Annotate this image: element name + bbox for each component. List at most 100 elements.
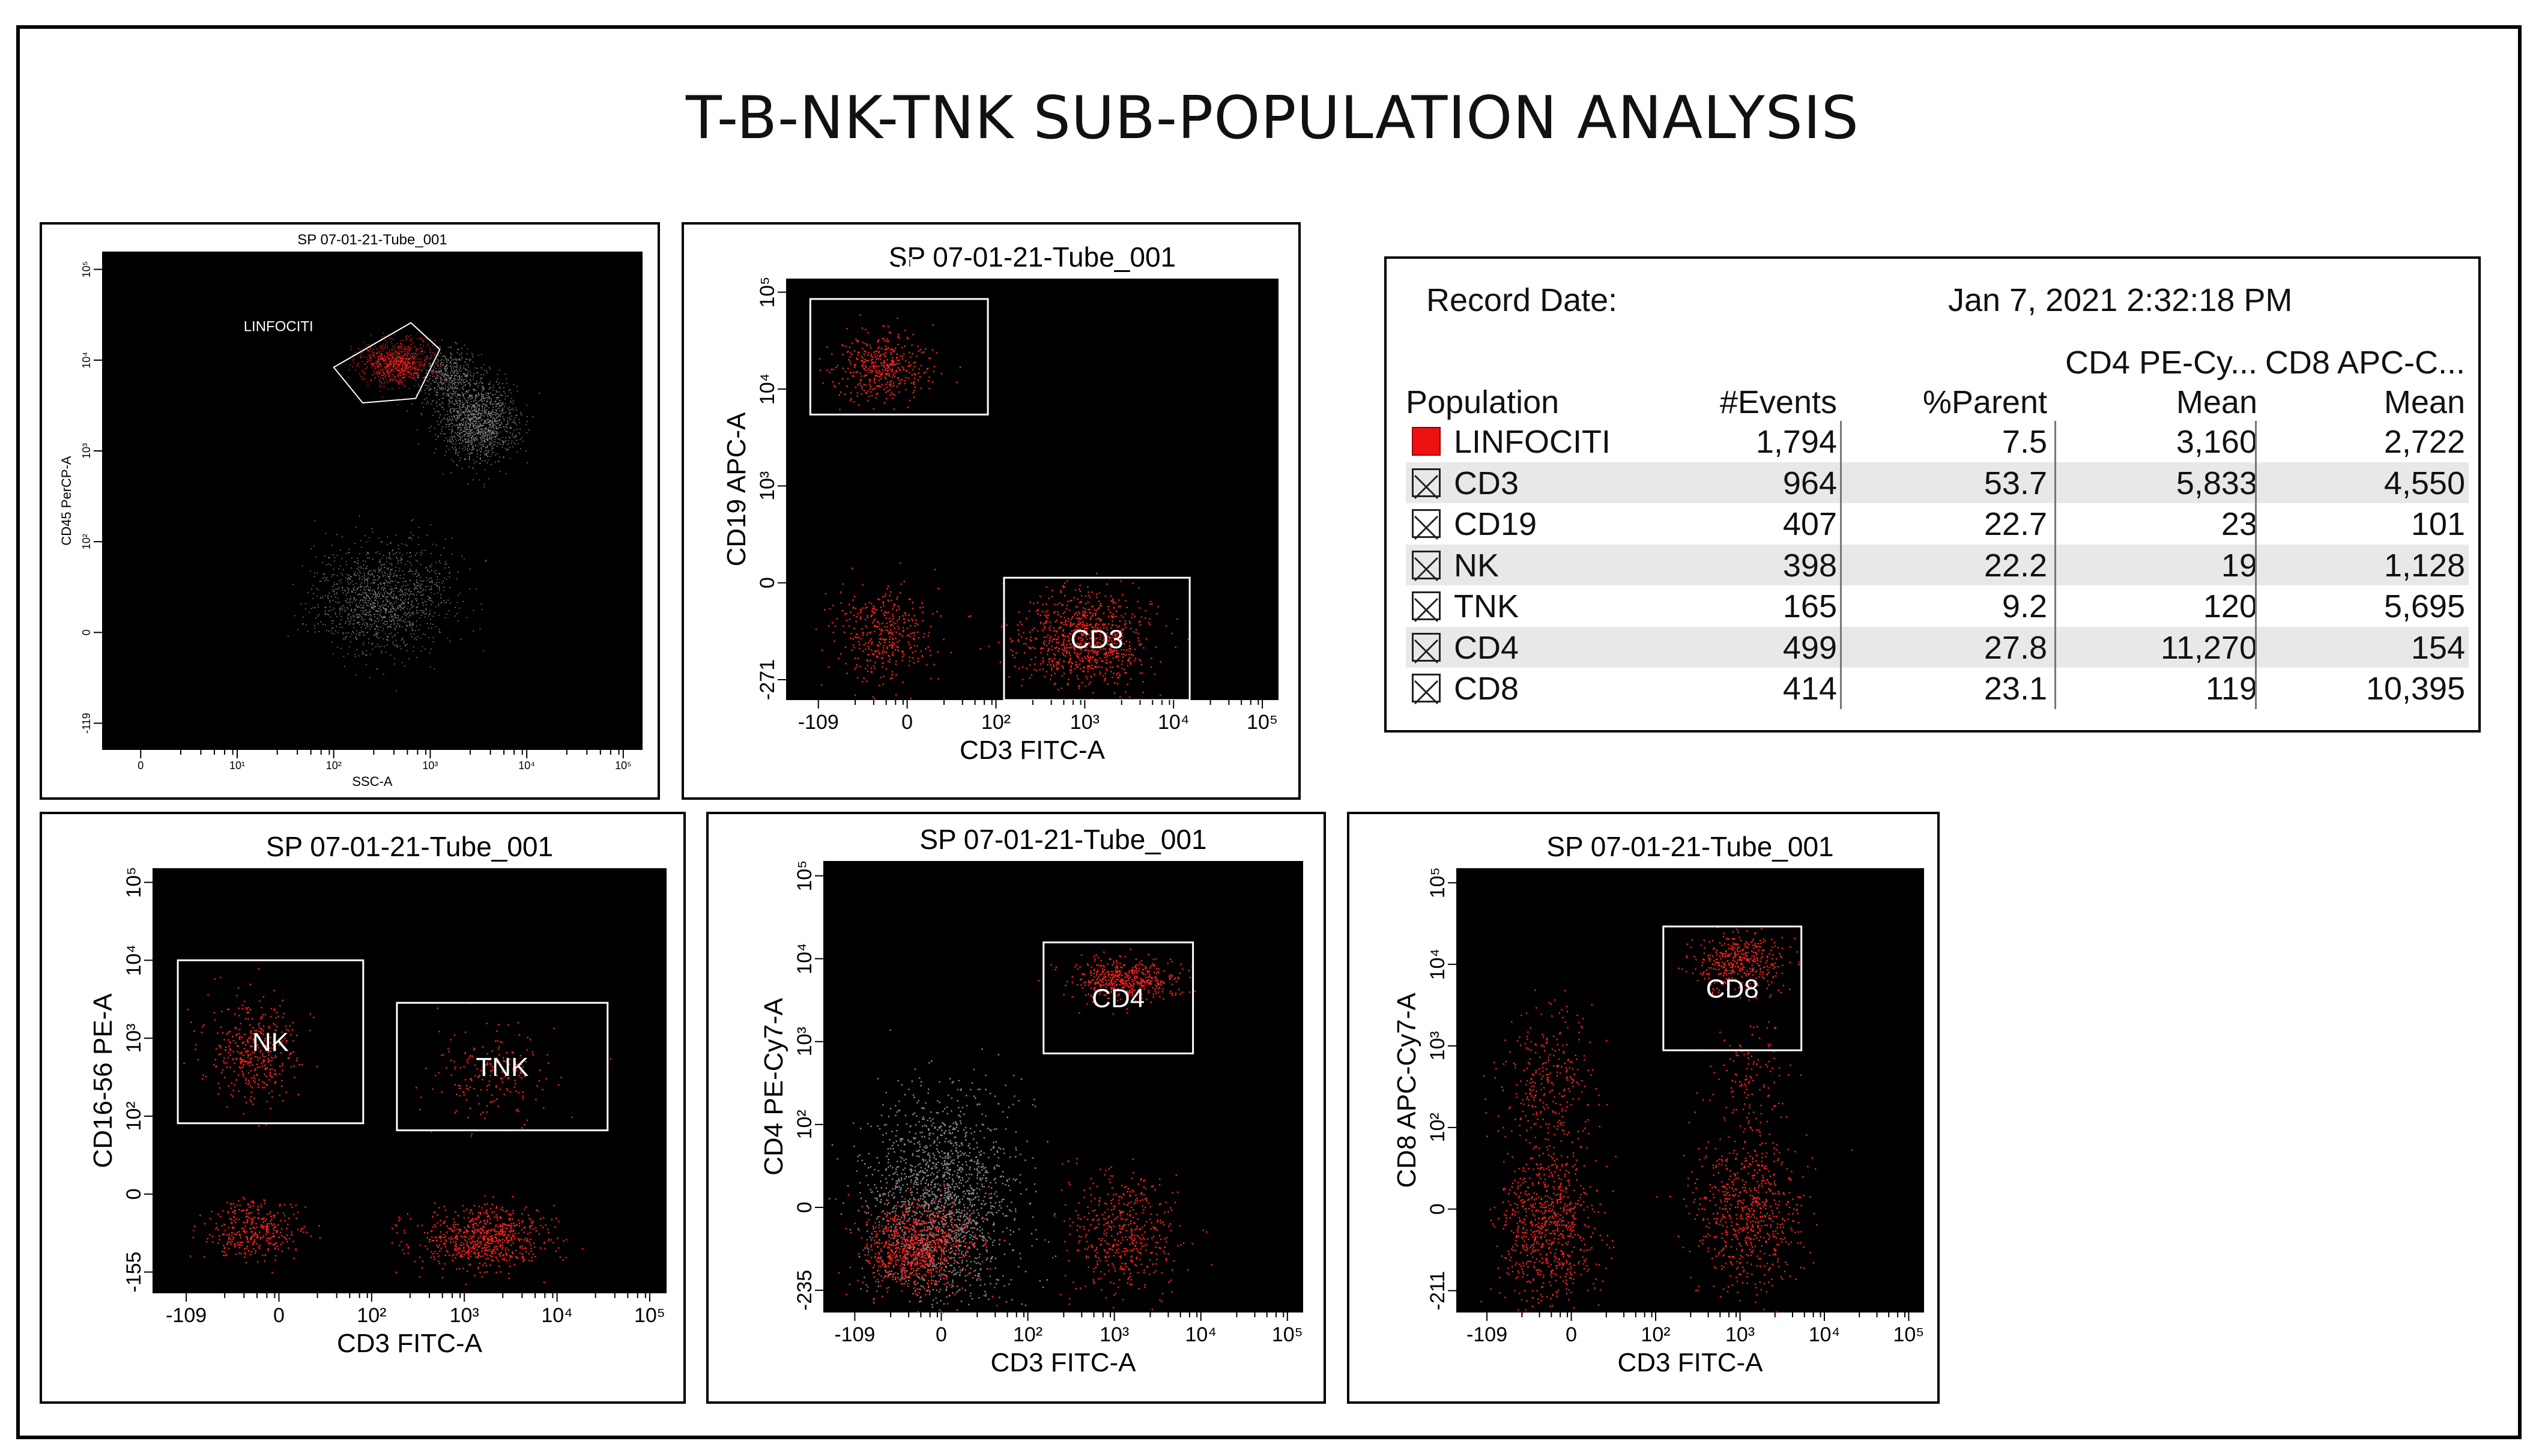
gate-cd19[interactable] <box>809 298 989 415</box>
row-stripe <box>1406 544 2469 585</box>
plot-panel-cd3-cd8: SP 07-01-21-Tube_001 CD8 -109 0 10² 10³ 10⁴ 10⁵… <box>1347 812 1940 1404</box>
gate-tnk[interactable] <box>396 1001 609 1132</box>
x-tick-label: 0 <box>1566 1323 1577 1346</box>
cell-cd4-mean: 3,160 <box>2176 424 2257 460</box>
table-row[interactable]: CD19 407 22.7 23 101 <box>1387 503 2478 545</box>
population-cd8 <box>1678 926 1800 1029</box>
population-cd3neg <box>1480 1107 1617 1314</box>
population-nk <box>183 968 318 1127</box>
cell-parent: 22.2 <box>1984 547 2047 584</box>
table-row[interactable]: CD8 414 23.1 119 10,395 <box>1387 668 2478 709</box>
y-axis-label: CD45 PerCP-A <box>59 456 74 545</box>
y-tick-label: 10² <box>123 1101 145 1131</box>
cell-parent: 27.8 <box>1984 629 2047 666</box>
cell-events: 499 <box>1782 629 1837 666</box>
axis-ticks <box>144 881 650 1302</box>
x-tick-label: 10³ <box>450 1304 479 1327</box>
column-divider <box>1840 421 1842 709</box>
x-tick-label: 0 <box>273 1304 285 1327</box>
x-tick-label: 0 <box>936 1323 947 1346</box>
table-row[interactable]: NK 398 22.2 19 1,128 <box>1387 545 2478 586</box>
cell-parent: 53.7 <box>1984 465 2047 501</box>
y-axis-label: CD8 APC-Cy7-A <box>1392 992 1421 1188</box>
y-tick-label: -271 <box>756 659 779 700</box>
x-tick-label: 10² <box>326 760 342 772</box>
gate-cd8[interactable] <box>1662 925 1803 1051</box>
x-tick-label: 10² <box>1641 1323 1670 1346</box>
gate-label-linfociti: LINFOCITI <box>244 319 313 335</box>
header-cd4-mean: Mean <box>2176 384 2257 420</box>
event-dots <box>828 949 1212 1314</box>
x-axis-label: CD3 FITC-A <box>991 1348 1137 1377</box>
population-double-negative <box>815 562 972 699</box>
x-axis-label: CD3 FITC-A <box>337 1329 483 1358</box>
statistics-table: Record Date: Jan 7, 2021 2:32:18 PM CD4 … <box>1384 256 2481 733</box>
population-visibility-icon[interactable] <box>1412 632 1441 663</box>
gate-cd3[interactable] <box>1003 576 1191 701</box>
population-visibility-icon[interactable] <box>1412 550 1441 581</box>
population-visibility-icon[interactable] <box>1412 468 1441 499</box>
record-date-label: Record Date: <box>1426 282 1618 318</box>
cell-cd4-mean: 19 <box>2221 547 2257 584</box>
population-debris <box>288 515 486 692</box>
cell-events: 414 <box>1782 671 1837 707</box>
gate-label-cd8: CD8 <box>1706 974 1759 1004</box>
x-tick-label: 10⁴ <box>1809 1323 1840 1346</box>
population-visibility-icon[interactable] <box>1412 509 1441 540</box>
population-cd3 <box>968 572 1189 701</box>
population-color-swatch[interactable] <box>1412 427 1441 456</box>
plot-panel-cd3-cd19: SP 07-01-21-Tube_001 CD19 CD3 -109 0 10² 10³ 10… <box>682 222 1301 800</box>
plot-title: SP 07-01-21-Tube_001 <box>919 824 1206 855</box>
x-axis-label: SSC-A <box>352 774 393 789</box>
table-row[interactable]: LINFOCITI 1,794 7.5 3,160 2,722 <box>1387 421 2478 462</box>
x-tick-label: 10³ <box>1725 1323 1755 1346</box>
table-row[interactable]: CD3 964 53.7 5,833 4,550 <box>1387 462 2478 504</box>
cell-cd8-mean: 2,722 <box>2383 424 2465 460</box>
y-tick-label: 10⁴ <box>1426 949 1449 980</box>
y-tick-label: 10³ <box>80 443 92 459</box>
figure-frame <box>16 25 2522 1439</box>
cell-cd8-mean: 5,695 <box>2383 588 2465 624</box>
cell-parent: 22.7 <box>1984 506 2047 542</box>
x-tick-label: 10⁴ <box>541 1304 572 1327</box>
population-cd3neg <box>835 1181 1005 1306</box>
header-events: #Events <box>1719 384 1837 420</box>
plot-cd3-cd8-svg: SP 07-01-21-Tube_001 CD8 -109 0 10² 10³ 10⁴ 10⁵… <box>1392 831 1924 1377</box>
gate-nk[interactable] <box>177 959 365 1125</box>
plot-area <box>823 861 1303 1313</box>
y-tick-label: -211 <box>1426 1271 1449 1311</box>
x-tick-label: 10² <box>357 1304 386 1327</box>
population-cd3pos-cd16neg <box>392 1195 584 1285</box>
y-tick-label: 10² <box>1426 1113 1449 1142</box>
plot-area <box>102 252 643 750</box>
population-cd3pos-cd8neg <box>1656 1057 1853 1313</box>
population-visibility-icon[interactable] <box>1412 591 1441 623</box>
x-tick-label: 0 <box>138 760 144 772</box>
cell-population: LINFOCITI <box>1454 424 1611 460</box>
x-tick-label: 10⁵ <box>634 1304 665 1327</box>
population-visibility-icon[interactable] <box>1412 674 1441 705</box>
table-row[interactable]: CD4 499 27.8 11,270 154 <box>1387 627 2478 668</box>
x-axis-label: CD3 FITC-A <box>1618 1348 1764 1377</box>
gate-label-cd19: CD19 <box>865 252 933 281</box>
cell-cd8-mean: 1,128 <box>2383 547 2465 584</box>
x-tick-label: 10⁵ <box>615 760 631 772</box>
y-tick-label: 0 <box>793 1201 816 1213</box>
cell-parent: 9.2 <box>2002 588 2047 624</box>
y-axis-label: CD4 PE-Cy7-A <box>759 997 788 1175</box>
table-row[interactable]: TNK 165 9.2 120 5,695 <box>1387 585 2478 627</box>
y-axis-label: CD16-56 PE-A <box>88 993 118 1168</box>
y-tick-label: 10⁴ <box>80 352 92 369</box>
cell-parent: 7.5 <box>2002 424 2047 460</box>
gate-cd4[interactable] <box>1043 941 1194 1055</box>
gate-linfociti[interactable] <box>333 322 441 404</box>
y-tick-label: -155 <box>123 1252 145 1293</box>
y-tick-label: -235 <box>793 1270 816 1311</box>
cell-events: 398 <box>1782 547 1837 584</box>
cell-cd4-mean: 5,833 <box>2176 465 2257 501</box>
x-tick-label: 10⁴ <box>518 760 535 772</box>
page-title: T-B-NK-TNK SUB-POPULATION ANALYSIS <box>686 84 1859 153</box>
event-dots <box>815 314 1189 701</box>
x-tick-label: 10⁵ <box>1893 1323 1924 1346</box>
cell-cd8-mean: 101 <box>2410 506 2465 542</box>
